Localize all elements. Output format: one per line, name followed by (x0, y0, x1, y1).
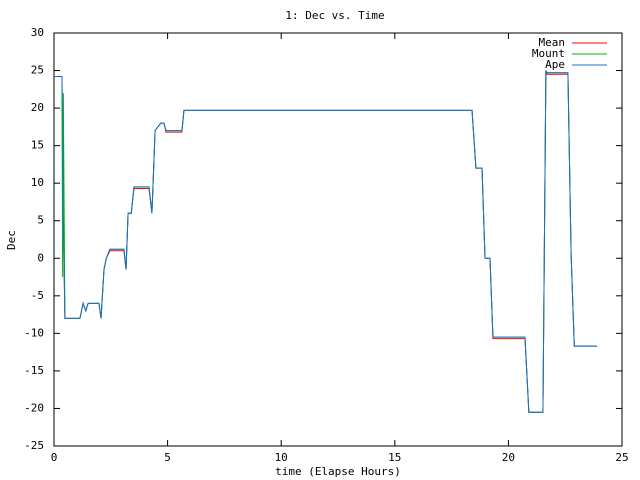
y-tick-label: -20 (24, 401, 44, 414)
x-axis-label: time (Elapse Hours) (275, 465, 401, 478)
x-tick-label: 20 (502, 451, 515, 464)
y-tick-label: 5 (37, 214, 44, 227)
series-line (54, 70, 598, 413)
y-tick-label: -15 (24, 364, 44, 377)
legend-label: Mount (532, 47, 565, 60)
chart-title: 1: Dec vs. Time (285, 9, 384, 22)
plot-border (53, 32, 623, 447)
y-tick-label: 10 (31, 176, 44, 189)
series-line (54, 70, 598, 413)
y-tick-label: 30 (31, 26, 44, 39)
x-tick-label: 10 (275, 451, 288, 464)
x-tick-label: 15 (388, 451, 401, 464)
legend-label: Ape (545, 58, 565, 71)
y-tick-label: -25 (24, 439, 44, 452)
y-tick-label: -10 (24, 326, 44, 339)
series-line (54, 70, 598, 413)
y-tick-label: -5 (31, 289, 44, 302)
x-tick-label: 25 (615, 451, 628, 464)
y-tick-label: 20 (31, 101, 44, 114)
legend-label: Mean (539, 36, 566, 49)
y-tick-label: 25 (31, 64, 44, 77)
y-tick-label: 15 (31, 139, 44, 152)
y-axis-label: Dec (5, 230, 18, 250)
x-tick-label: 5 (164, 451, 171, 464)
x-tick-label: 0 (51, 451, 58, 464)
y-tick-label: 0 (37, 251, 44, 264)
